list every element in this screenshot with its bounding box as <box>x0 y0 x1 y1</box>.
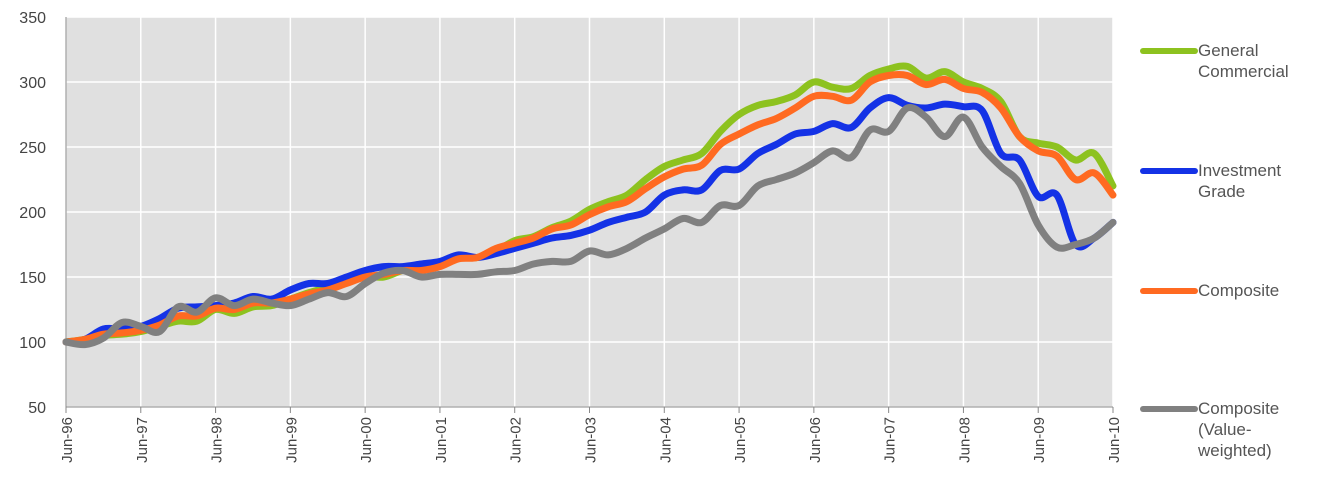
legend-swatch <box>1140 288 1198 294</box>
legend-label: Investment Grade <box>1198 161 1282 201</box>
legend-label: General Commercial <box>1198 41 1289 81</box>
legend-item: Investment Grade <box>1140 160 1318 202</box>
x-tick-label: Jun-96 <box>59 417 76 463</box>
legend-label: Composite <box>1198 281 1280 300</box>
y-tick-label: 150 <box>19 270 46 287</box>
x-tick-label: Jun-00 <box>358 417 375 463</box>
legend-label: Composite (Value-weighted) <box>1198 399 1280 460</box>
legend-swatch <box>1140 48 1198 54</box>
x-tick-label: Jun-09 <box>1031 417 1048 463</box>
x-tick-label: Jun-97 <box>134 417 151 463</box>
x-tick-label: Jun-02 <box>508 417 525 463</box>
x-tick-label: Jun-03 <box>583 417 600 463</box>
y-tick-label: 50 <box>28 400 46 417</box>
y-tick-label: 100 <box>19 335 46 352</box>
series-line <box>62 62 1117 346</box>
x-tick-label: Jun-05 <box>732 417 749 463</box>
x-tick-label: Jun-08 <box>956 417 973 463</box>
legend-swatch <box>1140 168 1198 174</box>
x-tick-label: Jun-06 <box>807 417 824 463</box>
x-tick-label: Jun-07 <box>882 417 899 463</box>
x-tick-label: Jun-04 <box>657 417 674 463</box>
x-tick-label: Jun-10 <box>1106 417 1123 463</box>
legend-swatch <box>1140 406 1198 412</box>
y-tick-label: 350 <box>19 10 46 27</box>
y-tick-label: 200 <box>19 205 46 222</box>
x-tick-label: Jun-98 <box>209 417 226 463</box>
y-tick-label: 300 <box>19 75 46 92</box>
series-line <box>62 104 1117 349</box>
x-tick-label: Jun-99 <box>283 417 300 463</box>
y-tick-label: 250 <box>19 140 46 157</box>
legend-item: Composite (Value-weighted) <box>1140 398 1318 461</box>
legend-item: General Commercial <box>1140 40 1318 82</box>
x-tick-label: Jun-01 <box>433 417 450 463</box>
legend-item: Composite <box>1140 280 1318 301</box>
